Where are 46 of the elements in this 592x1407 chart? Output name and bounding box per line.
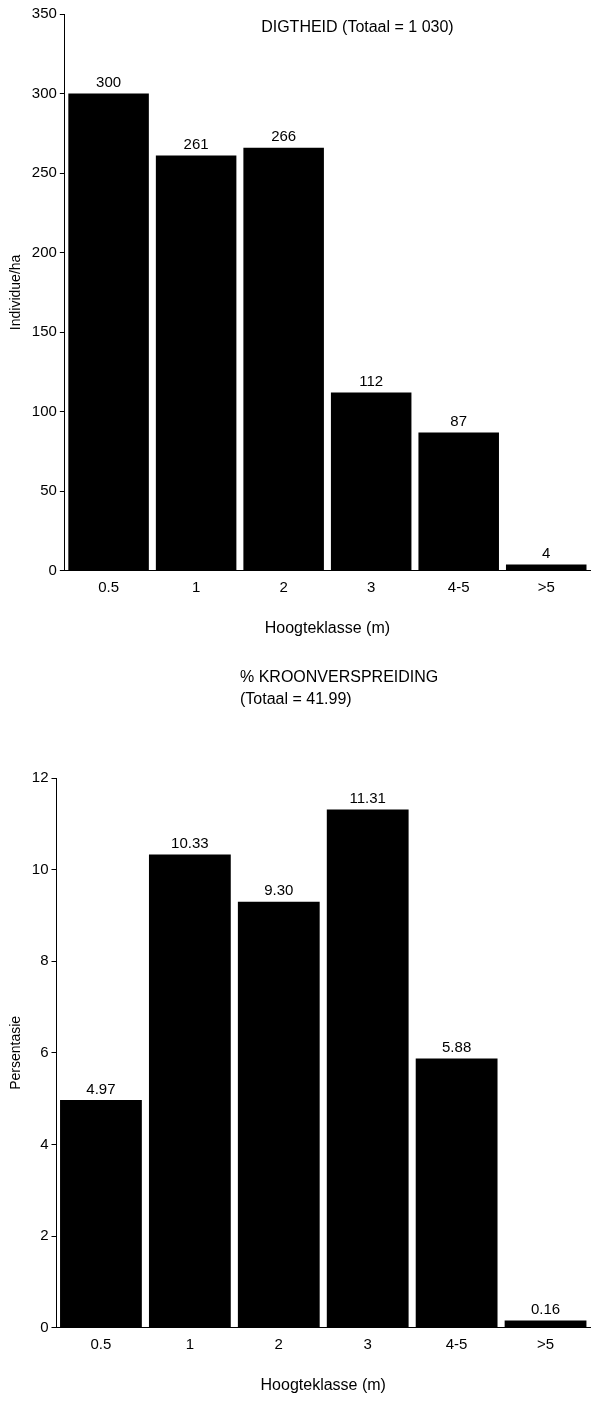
- x-tick-label: 4-5: [445, 1334, 468, 1352]
- x-tick-label: 2: [279, 577, 288, 595]
- data-label: 112: [359, 372, 384, 390]
- x-tick-label: 4-5: [447, 577, 470, 595]
- x-tick-label: 3: [363, 1334, 372, 1352]
- x-tick-label: 1: [191, 577, 201, 595]
- y-tick-label: 10: [31, 859, 49, 877]
- data-label: 0.16: [530, 1300, 561, 1318]
- y-tick-label: 6: [40, 1043, 49, 1061]
- data-label: 4: [542, 544, 551, 562]
- chart-subtitle: (Totaal = 41.99): [240, 690, 352, 708]
- y-tick-label: 8: [40, 951, 49, 969]
- y-axis-title: Persentasie: [7, 1015, 24, 1090]
- data-label: 10.33: [171, 834, 209, 852]
- y-tick-label: 350: [31, 4, 57, 22]
- chart-title: % KROONVERSPREIDING: [240, 668, 439, 686]
- x-tick-label: >5: [537, 577, 555, 595]
- x-tick-label: 2: [274, 1334, 283, 1352]
- y-tick-label: 0: [48, 560, 57, 578]
- y-tick-label: 150: [31, 322, 57, 340]
- data-label: 9.30: [264, 881, 294, 899]
- data-label: 87: [450, 412, 468, 430]
- x-axis-title: Hoogteklasse (m): [264, 618, 391, 636]
- y-tick-label: 300: [31, 83, 57, 101]
- x-tick-label: 0.5: [90, 1334, 112, 1352]
- chart-title: DIGTHEID (Totaal = 1 030): [261, 18, 454, 36]
- y-tick-label: 100: [31, 401, 57, 419]
- x-axis-title: Hoogteklasse (m): [260, 1375, 386, 1393]
- y-tick-label: 250: [31, 163, 57, 181]
- y-tick-label: 12: [31, 768, 49, 786]
- y-tick-label: 2: [40, 1226, 49, 1244]
- y-tick-label: 50: [40, 481, 57, 499]
- y-tick-label: 4: [40, 1134, 49, 1152]
- data-label: 300: [96, 73, 122, 91]
- data-label: 266: [271, 127, 297, 145]
- data-label: 5.88: [442, 1038, 472, 1056]
- y-tick-label: 0: [40, 1317, 49, 1335]
- data-label: 261: [183, 135, 209, 153]
- data-label: 11.31: [349, 789, 386, 807]
- x-tick-label: 0.5: [98, 577, 120, 595]
- y-axis-title: Individue/ha: [7, 254, 24, 331]
- x-tick-label: 3: [367, 577, 376, 595]
- x-tick-label: >5: [536, 1334, 555, 1352]
- x-tick-label: 1: [185, 1334, 195, 1352]
- y-tick-label: 200: [31, 242, 57, 260]
- data-label: 4.97: [86, 1079, 116, 1097]
